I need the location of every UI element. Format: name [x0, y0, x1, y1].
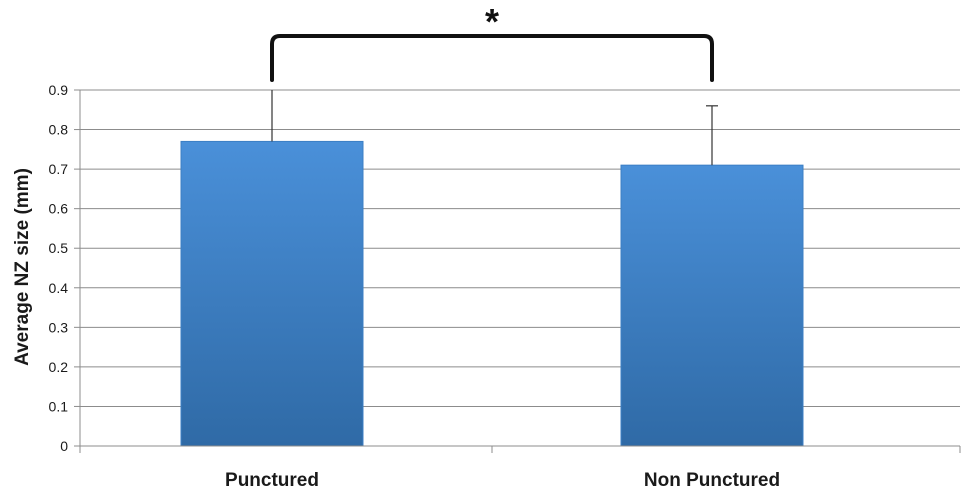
y-axis-title: Average NZ size (mm): [12, 168, 33, 366]
significance-bracket: *: [270, 1, 714, 82]
y-tick-label: 0.4: [49, 280, 69, 296]
y-tick-label: 0.8: [49, 122, 69, 138]
y-tick-label: 0.1: [49, 398, 69, 414]
bar: [620, 164, 804, 447]
significance-bracket-line: [270, 34, 714, 82]
x-axis-labels: Punctured Non Punctured: [225, 470, 780, 491]
significance-star: *: [485, 1, 499, 42]
y-axis-ticks: 0 0.1 0.2 0.3 0.4 0.5 0.6 0.7 0.8 0.9: [49, 82, 80, 454]
bar: [180, 140, 364, 447]
x-tick-label: Punctured: [225, 470, 319, 491]
axes: [79, 90, 961, 453]
y-tick-label: 0.6: [49, 201, 69, 217]
bars: [180, 140, 804, 447]
y-tick-label: 0.9: [49, 82, 69, 98]
error-bars: [271, 90, 718, 166]
y-tick-label: 0.5: [49, 240, 69, 256]
y-tick-label: 0.2: [49, 359, 69, 375]
y-tick-label: 0: [60, 438, 68, 454]
y-tick-label: 0.7: [49, 161, 69, 177]
y-tick-label: 0.3: [49, 319, 69, 335]
x-tick-label: Non Punctured: [644, 470, 780, 491]
